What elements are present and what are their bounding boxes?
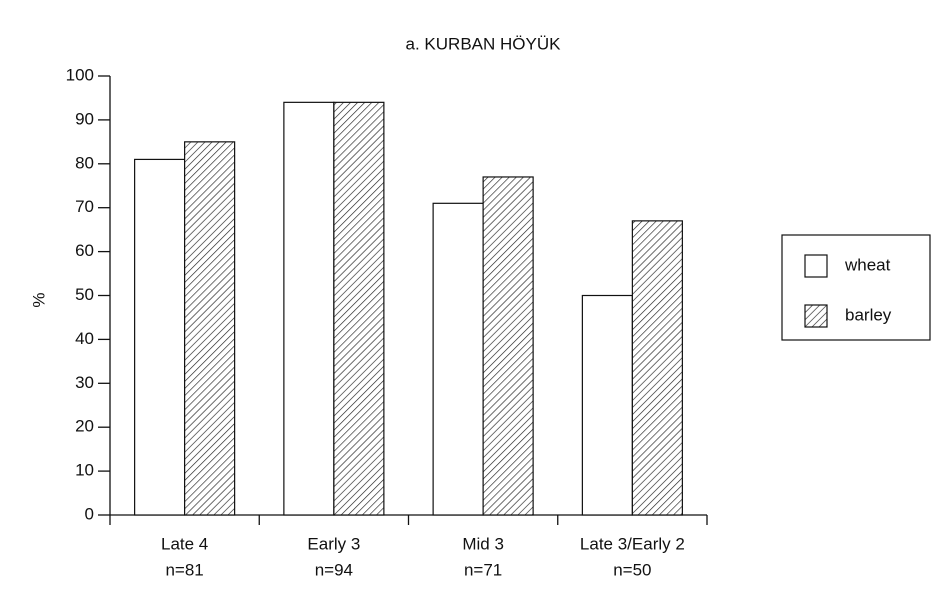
legend-label: wheat [844,255,891,274]
bar [333,101,385,516]
x-tick-label: Late 4 [161,534,208,553]
x-tick-label: Mid 3 [462,534,504,553]
bar [631,220,683,516]
y-tick-label: 80 [75,153,94,172]
legend-swatch [804,304,828,328]
bar [482,176,534,516]
x-tick-sublabel: n=94 [315,560,353,579]
chart-title: a. KURBAN HÖYÜK [406,34,562,53]
y-axis-label: % [29,292,48,307]
y-tick-label: 90 [75,109,94,128]
x-tick-label: Early 3 [307,534,360,553]
y-tick-label: 100 [66,65,94,84]
legend-label: barley [845,305,892,324]
bar [581,294,633,516]
y-tick-label: 10 [75,461,94,480]
y-tick-label: 0 [85,504,94,523]
y-tick-label: 40 [75,329,94,348]
x-tick-sublabel: n=71 [464,560,502,579]
y-tick-label: 60 [75,241,94,260]
bar [184,141,236,516]
x-tick-sublabel: n=50 [613,560,651,579]
y-tick-label: 70 [75,197,94,216]
x-tick-label: Late 3/Early 2 [580,534,685,553]
bar [283,101,335,516]
legend-swatch [804,254,828,278]
y-tick-label: 20 [75,417,94,436]
y-tick-label: 30 [75,373,94,392]
bar [432,202,484,516]
y-tick-label: 50 [75,285,94,304]
x-tick-sublabel: n=81 [165,560,203,579]
bar [134,158,186,516]
